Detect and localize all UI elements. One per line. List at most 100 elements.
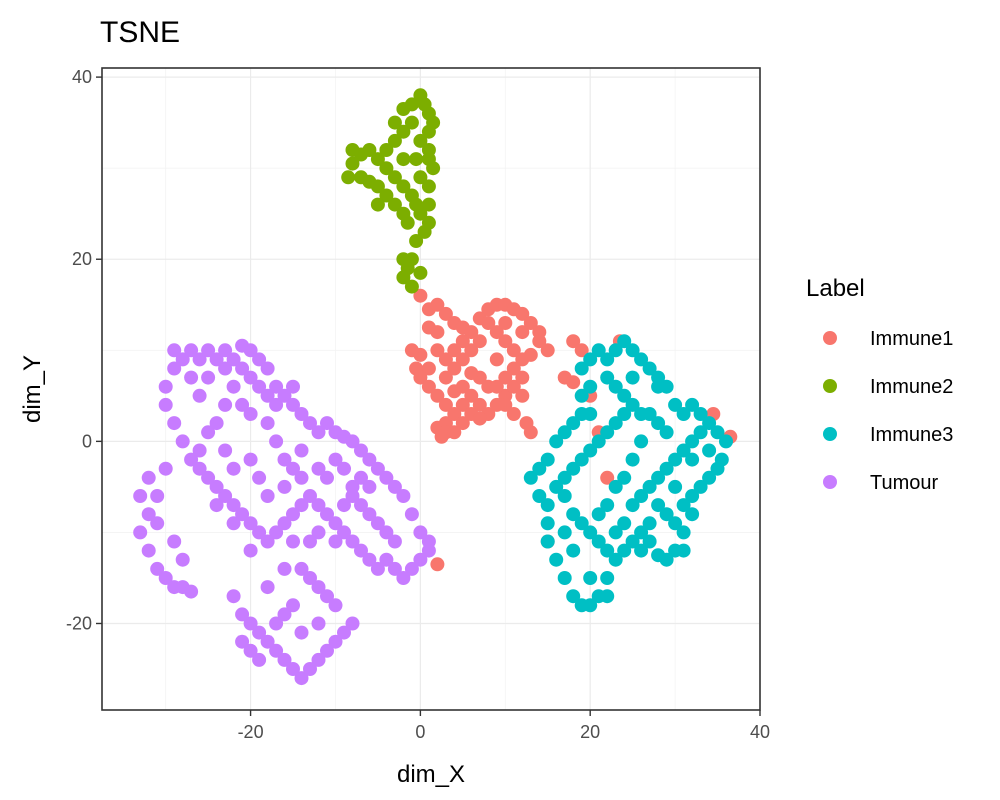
data-point	[235, 507, 250, 522]
data-point	[175, 552, 190, 567]
data-point	[277, 452, 292, 467]
data-point	[354, 470, 368, 485]
data-point	[243, 516, 258, 531]
data-point	[209, 498, 224, 513]
data-point	[167, 343, 182, 358]
data-point	[447, 343, 462, 358]
data-point	[430, 343, 445, 358]
data-point	[634, 352, 649, 367]
data-point	[303, 662, 317, 676]
data-point	[540, 452, 555, 467]
data-point	[710, 425, 725, 440]
data-point	[668, 397, 683, 412]
data-point	[498, 397, 513, 412]
data-point	[379, 470, 394, 485]
data-point	[489, 325, 504, 340]
legend: Label Immune1 Immune2 Immune3 Tumour	[806, 275, 953, 494]
data-point	[235, 338, 250, 353]
data-point	[591, 534, 606, 549]
data-point	[430, 297, 445, 312]
data-point	[209, 416, 224, 431]
data-point	[341, 170, 356, 185]
data-point	[523, 316, 538, 330]
data-point	[387, 170, 402, 185]
data-point	[303, 571, 317, 585]
data-point	[184, 584, 199, 599]
data-point	[235, 634, 250, 649]
data-point	[515, 352, 530, 367]
data-point	[243, 407, 258, 421]
data-point	[566, 461, 581, 476]
data-point	[549, 479, 564, 494]
y-tick-label: 40	[72, 67, 92, 87]
data-point	[693, 425, 708, 440]
data-point	[286, 397, 300, 412]
data-point	[311, 616, 326, 631]
data-point	[719, 434, 733, 449]
data-point	[218, 397, 233, 412]
data-point	[515, 325, 530, 340]
data-point	[642, 479, 657, 494]
data-point	[167, 416, 182, 431]
data-point	[379, 188, 394, 203]
data-point	[345, 143, 360, 157]
data-point	[676, 525, 691, 540]
data-point	[260, 634, 275, 649]
data-point	[235, 397, 250, 412]
data-point	[396, 252, 411, 267]
data-point	[277, 607, 292, 622]
data-point	[532, 334, 547, 349]
data-point	[566, 507, 581, 522]
y-tick-label: 20	[72, 249, 92, 269]
points-layer	[133, 88, 738, 686]
data-point	[158, 397, 173, 412]
data-point	[557, 571, 572, 585]
data-point	[506, 343, 521, 358]
data-point	[447, 425, 462, 440]
data-point	[328, 534, 343, 549]
data-point	[532, 489, 547, 503]
data-point	[167, 534, 182, 549]
data-point	[455, 416, 470, 431]
data-point	[294, 498, 309, 513]
data-point	[218, 343, 233, 358]
data-point	[294, 625, 309, 640]
data-point	[303, 534, 317, 549]
data-point	[625, 343, 640, 358]
data-point	[574, 452, 589, 467]
data-point	[354, 498, 368, 513]
data-point	[286, 379, 300, 394]
data-point	[387, 479, 402, 494]
data-point	[600, 352, 615, 367]
data-point	[634, 543, 649, 558]
data-point	[668, 479, 683, 494]
data-point	[557, 489, 572, 503]
data-point	[370, 516, 385, 531]
data-point	[311, 525, 326, 540]
data-point	[642, 534, 657, 549]
data-point	[617, 334, 632, 349]
data-point	[413, 265, 428, 280]
data-point	[226, 461, 241, 476]
data-point	[337, 498, 351, 513]
data-point	[158, 571, 173, 585]
data-point	[481, 316, 496, 330]
data-point	[608, 525, 623, 540]
data-point	[566, 375, 581, 390]
series-immune2	[341, 88, 441, 294]
panel-border	[101, 67, 761, 711]
data-point	[387, 561, 402, 576]
data-point	[362, 552, 377, 567]
data-point	[651, 498, 666, 513]
data-point	[659, 461, 674, 476]
data-point	[642, 361, 657, 376]
data-point	[150, 516, 165, 531]
data-point	[608, 343, 623, 358]
data-point	[421, 179, 436, 194]
data-point	[404, 561, 419, 576]
data-point	[286, 598, 300, 613]
data-point	[583, 352, 598, 367]
data-point	[260, 388, 275, 403]
legend-title: Label	[806, 275, 865, 302]
data-point	[192, 461, 207, 476]
